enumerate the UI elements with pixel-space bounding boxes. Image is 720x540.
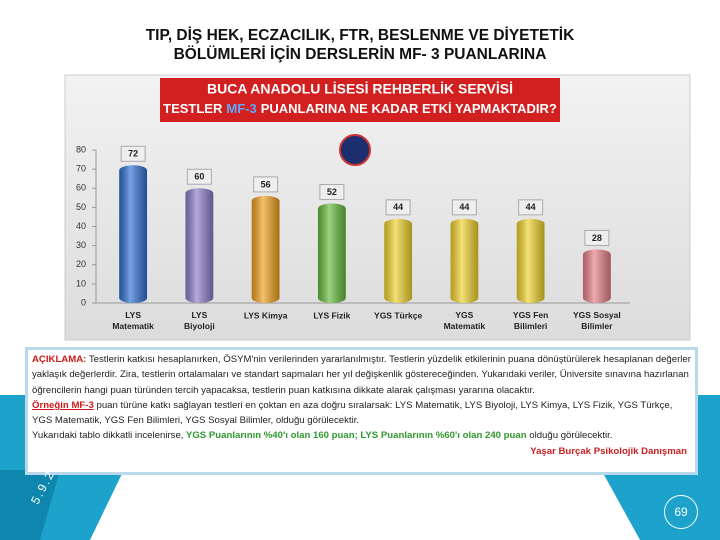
page-number: 69: [664, 495, 698, 529]
logo: [339, 134, 371, 166]
value-box: [253, 176, 279, 193]
value-box: [385, 199, 411, 216]
y-tick-label: 40: [76, 221, 86, 231]
value-box: [120, 145, 146, 162]
value-box: [186, 168, 212, 185]
value-box: [518, 199, 544, 216]
bar-shade: [384, 218, 413, 303]
paragraph: Örneğin MF-3 puan türüne katkı sağlayan …: [32, 398, 691, 429]
title-line: TIP, DİŞ HEK, ECZACILIK, FTR, BESLENME V…: [145, 27, 575, 44]
value-label: 52: [327, 187, 337, 197]
y-tick-label: 80: [76, 144, 86, 154]
x-tick-label: LYS Fizik: [313, 310, 350, 320]
value-label: 44: [526, 202, 536, 212]
bar-shade: [317, 203, 346, 303]
paragraph: AÇIKLAMA: Testlerin katkısı hesaplanırke…: [32, 352, 691, 398]
subtitle-part: PUANLARINA NE KADAR ETKİ YAPMAKTADIR?: [261, 101, 557, 116]
value-label: 60: [194, 172, 204, 182]
title-box: [160, 78, 560, 122]
value-label: 72: [128, 149, 138, 159]
x-tick-label: YGS Sosyal Bilimler: [573, 310, 621, 331]
y-tick-label: 0: [81, 297, 86, 307]
title-line: BÖLÜMLERİ İÇİN DERSLERİN MF- 3 PUANLARIN…: [173, 46, 547, 63]
text-run: Örneğin MF-3: [32, 399, 94, 411]
y-tick-label: 30: [76, 240, 86, 250]
bar-shade: [450, 218, 479, 303]
value-label: 44: [393, 202, 403, 212]
bar-shade: [516, 218, 545, 303]
value-label: 44: [459, 202, 469, 212]
text-run: olduğu görülecektir.: [526, 430, 613, 442]
bar-shade: [582, 249, 611, 303]
x-tick-label: YGS Fen Bilimleri: [513, 310, 548, 331]
chart-title: BUCA ANADOLU LİSESİ REHBERLİK SERVİSİ: [207, 81, 513, 97]
bar-shade: [119, 165, 148, 303]
x-tick-label: YGS Matematik: [444, 310, 486, 331]
y-tick-label: 50: [76, 202, 86, 212]
slide-title: TIP, DİŞ HEK, ECZACILIK, FTR, BESLENME V…: [40, 26, 680, 64]
value-box: [319, 184, 345, 201]
text-run: YGS Puanlarının %40'ı olan 160 puan;: [183, 430, 358, 442]
explanation: AÇIKLAMA: Testlerin katkısı hesaplanırke…: [25, 347, 698, 475]
subtitle-part: MF-3: [226, 101, 256, 116]
text-run: puan türüne katkı sağlayan testleri en ç…: [32, 399, 673, 427]
bar-shade: [251, 195, 280, 303]
value-box: [584, 229, 610, 246]
x-tick-label: LYS Matematik: [112, 310, 154, 331]
chart-subtitle: TESTLER MF-3 PUANLARINA NE KADAR ETKİ YAPM…: [163, 101, 557, 116]
signature: Yaşar Burçak Psikolojik Danışman: [530, 445, 687, 457]
value-label: 28: [592, 233, 602, 243]
y-tick-label: 60: [76, 183, 86, 193]
subtitle-part: TESTLER: [163, 101, 223, 116]
paragraph: Yukarıdaki tablo dikkatli incelenirse, Y…: [32, 428, 691, 443]
value-box: [451, 199, 477, 216]
value-label: 56: [261, 179, 271, 189]
x-tick-label: YGS Türkçe: [374, 310, 422, 320]
text-run: Testlerin katkısı hesaplanırken, ÖSYM'ni…: [32, 354, 691, 396]
x-tick-label: LYS Kimya: [244, 310, 288, 320]
text-run: AÇIKLAMA:: [32, 354, 87, 365]
chart: BUCA ANADOLU LİSESİ REHBERLİK SERVİSİ TE…: [64, 74, 691, 341]
x-tick-label: LYS Biyoloji: [184, 310, 215, 331]
bar-shade: [185, 188, 214, 303]
text-run: Yukarıdaki tablo dikkatli incelenirse,: [32, 430, 184, 442]
text-run: LYS Puanlarının %60'ı olan 240 puan: [357, 430, 527, 442]
y-tick-label: 70: [76, 164, 86, 174]
decor: [0, 470, 60, 540]
y-tick-label: 20: [76, 259, 86, 269]
y-tick-label: 10: [76, 278, 86, 288]
